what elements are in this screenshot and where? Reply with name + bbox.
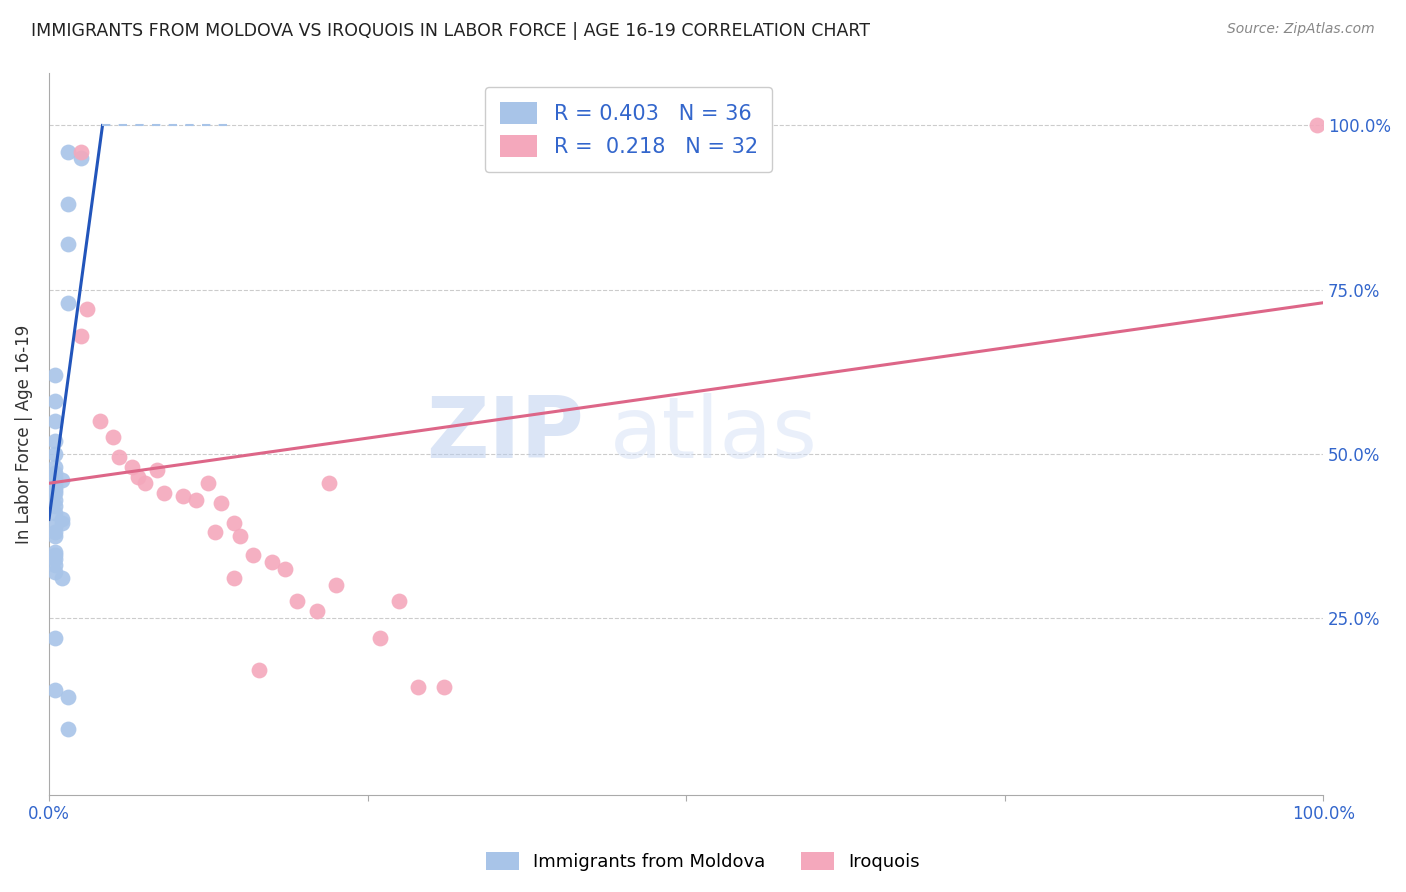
Point [44, 519, 66, 533]
Point [44, 549, 66, 563]
Point [433, 680, 456, 694]
Point [44, 558, 66, 573]
Point [56, 236, 79, 251]
Point [1306, 119, 1329, 133]
Point [152, 486, 174, 500]
Point [51, 571, 73, 585]
Point [44, 479, 66, 493]
Point [44, 469, 66, 483]
Point [44, 467, 66, 481]
Point [56, 197, 79, 211]
Point [44, 434, 66, 448]
Point [325, 578, 347, 592]
Point [247, 664, 270, 678]
Point [368, 631, 391, 645]
Point [69, 145, 91, 159]
Point [51, 516, 73, 530]
Point [222, 516, 245, 530]
Point [134, 476, 156, 491]
Point [44, 476, 66, 491]
Legend: R = 0.403   N = 36, R =  0.218   N = 32: R = 0.403 N = 36, R = 0.218 N = 32 [485, 87, 772, 172]
Point [76, 302, 98, 317]
Point [229, 529, 252, 543]
Point [44, 631, 66, 645]
Text: Source: ZipAtlas.com: Source: ZipAtlas.com [1227, 22, 1375, 37]
Point [172, 489, 194, 503]
Point [108, 450, 131, 464]
Point [69, 328, 91, 343]
Y-axis label: In Labor Force | Age 16-19: In Labor Force | Age 16-19 [15, 325, 32, 543]
Point [56, 690, 79, 704]
Point [146, 463, 169, 477]
Point [51, 473, 73, 487]
Point [44, 459, 66, 474]
Point [44, 500, 66, 514]
Point [44, 545, 66, 559]
Point [127, 469, 149, 483]
Point [44, 565, 66, 579]
Point [222, 571, 245, 585]
Point [44, 551, 66, 566]
Point [273, 561, 295, 575]
Point [305, 604, 328, 618]
Point [44, 683, 66, 698]
Point [184, 492, 207, 507]
Point [408, 680, 430, 694]
Point [44, 483, 66, 497]
Text: ZIP: ZIP [426, 392, 583, 475]
Point [56, 723, 79, 737]
Point [44, 368, 66, 382]
Point [44, 447, 66, 461]
Point [51, 512, 73, 526]
Point [89, 414, 111, 428]
Point [44, 394, 66, 409]
Point [287, 594, 309, 608]
Point [44, 492, 66, 507]
Point [101, 430, 124, 444]
Point [44, 529, 66, 543]
Point [197, 476, 219, 491]
Point [44, 506, 66, 520]
Point [318, 476, 340, 491]
Point [242, 549, 264, 563]
Point [209, 496, 232, 510]
Point [121, 459, 143, 474]
Point [56, 295, 79, 310]
Legend: Immigrants from Moldova, Iroquois: Immigrants from Moldova, Iroquois [479, 845, 927, 879]
Point [56, 145, 79, 159]
Text: atlas: atlas [610, 392, 818, 475]
Point [260, 555, 283, 569]
Point [44, 525, 66, 540]
Point [204, 525, 226, 540]
Text: IMMIGRANTS FROM MOLDOVA VS IROQUOIS IN LABOR FORCE | AGE 16-19 CORRELATION CHART: IMMIGRANTS FROM MOLDOVA VS IROQUOIS IN L… [31, 22, 870, 40]
Point [388, 594, 411, 608]
Point [44, 486, 66, 500]
Point [44, 414, 66, 428]
Point [69, 151, 91, 165]
